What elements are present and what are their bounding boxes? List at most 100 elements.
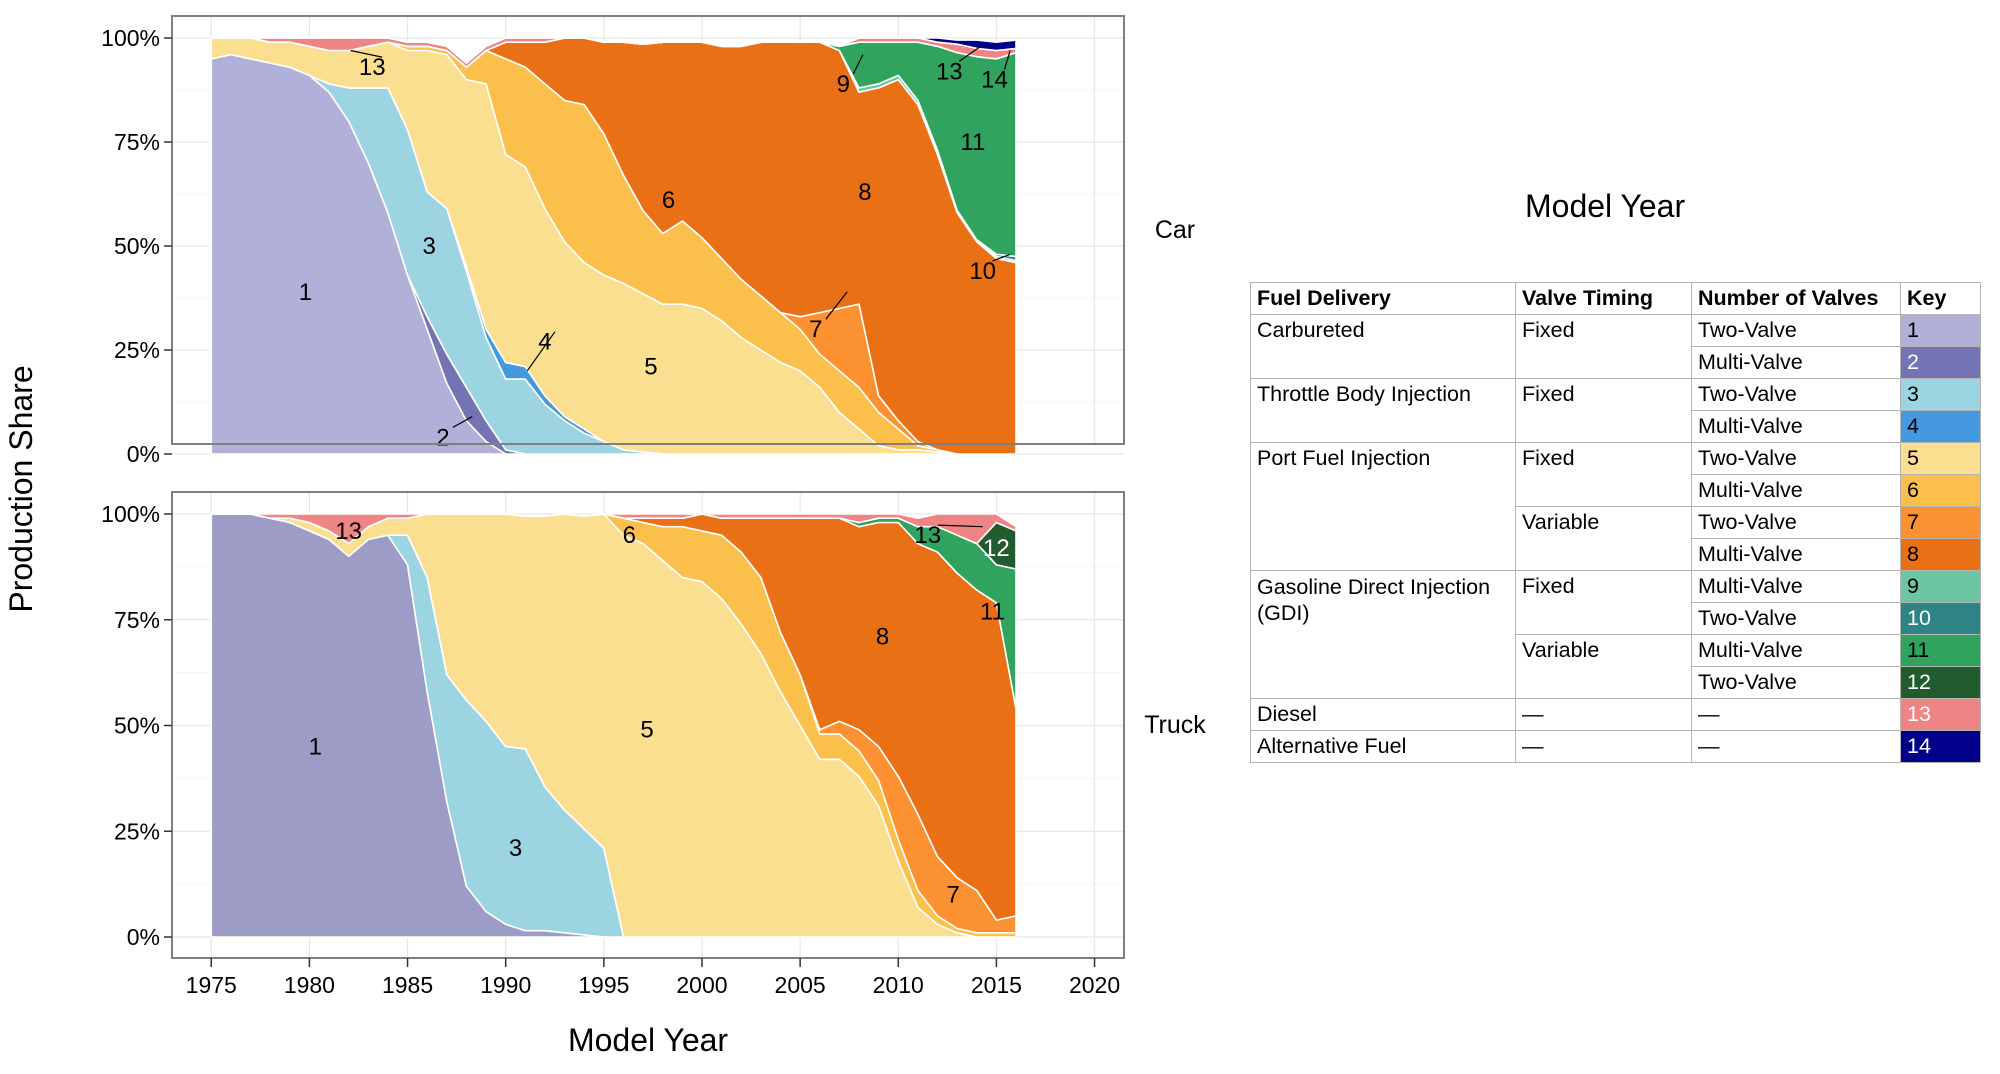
area-label-1: 1 (309, 734, 322, 761)
key-swatch-7: 7 (1900, 506, 1981, 539)
cell-fuel-delivery: Diesel (1250, 698, 1516, 731)
x-tick-label: 2005 (775, 972, 826, 998)
key-swatch-6: 6 (1900, 474, 1981, 507)
header-number-of-valves: Number of Valves (1691, 282, 1901, 315)
label-leader-9 (852, 54, 864, 75)
key-swatch-11: 11 (1900, 634, 1981, 667)
area-label-9: 9 (837, 71, 850, 98)
area-label-13: 13 (936, 58, 963, 85)
y-tick-label: 25% (114, 818, 160, 844)
key-table-title: Model Year (1525, 188, 1686, 224)
key-table-row: Port Fuel Injection Fixed Two-Valve 5 (1250, 442, 1981, 571)
key-table-row: Variable Multi-Valve 11 (1251, 634, 1981, 699)
cell-valve-timing: Fixed (1515, 378, 1692, 443)
key-swatch-10: 10 (1900, 602, 1981, 635)
area-label-1: 1 (299, 279, 312, 306)
facet-label-truck: Truck (1144, 711, 1206, 739)
x-tick-label: 1975 (186, 972, 237, 998)
header-fuel-delivery: Fuel Delivery (1250, 282, 1516, 315)
area-label-8: 8 (858, 179, 871, 206)
x-tick-label: 2015 (971, 972, 1022, 998)
y-tick-label: 25% (114, 337, 160, 363)
x-tick-label: 2010 (873, 972, 924, 998)
label-leader-10 (992, 253, 1011, 262)
key-table-row: Multi-Valve 6 (1251, 474, 1981, 507)
x-axis-title: Model Year (568, 1022, 728, 1058)
y-tick-label: 100% (101, 25, 160, 51)
cell-number-of-valves: Two-Valve (1691, 602, 1901, 635)
y-tick-label: 75% (114, 129, 160, 155)
key-table-row: Two-Valve 10 (1251, 602, 1981, 635)
cell-valve-timing: Fixed (1515, 570, 1692, 635)
cell-fuel-delivery: Gasoline Direct Injection (GDI) (1250, 570, 1516, 699)
x-tick-label: 2020 (1069, 972, 1120, 998)
cell-number-of-valves: Two-Valve (1691, 314, 1901, 347)
cell-valve-timing: Variable (1515, 634, 1692, 699)
cell-fuel-delivery: Throttle Body Injection (1250, 378, 1516, 443)
header-valve-timing: Valve Timing (1515, 282, 1692, 315)
label-leader-13 (937, 524, 983, 528)
key-table-row: Diesel — —13 (1250, 698, 1981, 731)
cell-fuel-delivery: Port Fuel Injection (1250, 442, 1516, 571)
area-label-5: 5 (644, 354, 657, 381)
key-table-header-row: Fuel Delivery Valve Timing Number of Val… (1250, 282, 1981, 315)
area-label-2: 2 (436, 424, 449, 451)
cell-number-of-valves: Two-Valve (1691, 378, 1901, 411)
key-swatch-13: 13 (1900, 698, 1981, 731)
key-swatch-8: 8 (1900, 538, 1981, 571)
x-tick-label: 1980 (284, 972, 335, 998)
cell-number-of-valves: Multi-Valve (1691, 410, 1901, 443)
area-label-11: 11 (980, 598, 1005, 625)
y-tick-label: 50% (114, 233, 160, 259)
cell-fuel-delivery: Alternative Fuel (1250, 730, 1516, 763)
area-label-14: 14 (981, 67, 1008, 94)
y-tick-label: 0% (127, 441, 160, 467)
label-leader-2 (452, 416, 473, 428)
area-series-group (210, 513, 1017, 938)
cell-valve-timing: — (1515, 730, 1692, 763)
y-axis-title: Production Share (3, 365, 39, 612)
key-table-row: Carbureted Fixed Two-Valve 1 (1250, 314, 1981, 379)
panel-truck: 1 13 3 5 6 8 7 11 13 12 0% 25% 50% 75% 100% Truck (101, 491, 1206, 959)
area-label-3: 3 (422, 233, 435, 260)
facet-label-car: Car (1155, 216, 1195, 244)
cell-valve-timing: Fixed (1515, 314, 1692, 379)
key-table: Fuel Delivery Valve Timing Number of Val… (1250, 282, 1981, 763)
area-label-7: 7 (947, 882, 960, 909)
key-table-row: Multi-Valve 4 (1251, 410, 1981, 443)
label-leader-14 (1003, 50, 1011, 70)
area-label-13: 13 (914, 522, 941, 549)
y-tick-label: 0% (127, 924, 160, 950)
area-label-11: 11 (960, 129, 985, 156)
x-tick-label: 1995 (578, 972, 629, 998)
area-label-4: 4 (538, 329, 551, 356)
x-tick-label: 1990 (480, 972, 531, 998)
cell-number-of-valves: Two-Valve (1691, 666, 1901, 699)
area-label-6: 6 (623, 522, 636, 549)
key-table-row: Throttle Body Injection Fixed Two-Valve 3 (1250, 378, 1981, 443)
cell-valve-timing: — (1515, 698, 1692, 731)
key-swatch-9: 9 (1900, 570, 1981, 603)
cell-number-of-valves: Multi-Valve (1691, 538, 1901, 571)
label-leader-4 (526, 331, 556, 372)
key-table-row: Two-Valve 12 (1251, 666, 1981, 699)
key-swatch-1: 1 (1900, 314, 1981, 347)
area-label-13: 13 (335, 518, 362, 545)
cell-number-of-valves: Two-Valve (1691, 506, 1901, 539)
area-label-10: 10 (969, 258, 996, 285)
area-series-13 (210, 513, 1017, 545)
cell-number-of-valves: Multi-Valve (1691, 634, 1901, 667)
area-label-7: 7 (809, 316, 822, 343)
area-labels: 1 13 3 5 6 8 7 11 13 12 (309, 518, 1010, 909)
area-label-12: 12 (983, 535, 1010, 562)
cell-number-of-valves: Multi-Valve (1691, 570, 1901, 603)
key-swatch-3: 3 (1900, 378, 1981, 411)
label-leader-13 (958, 45, 982, 62)
panel-border (171, 15, 1125, 445)
key-swatch-14: 14 (1900, 730, 1981, 763)
area-label-13: 13 (359, 54, 386, 81)
cell-number-of-valves: Multi-Valve (1691, 474, 1901, 507)
